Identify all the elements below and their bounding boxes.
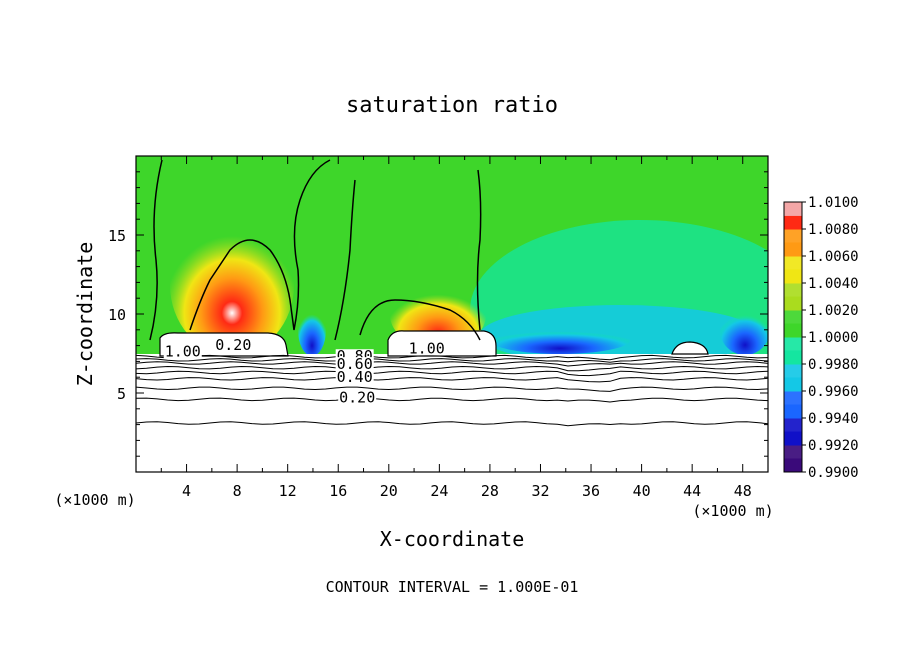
x-tick-label: 32 (531, 482, 549, 500)
contour-line (136, 377, 768, 383)
x-tick-label: 24 (430, 482, 448, 500)
plot-area (136, 156, 768, 472)
heatmap-plume-left (170, 215, 294, 355)
x-tick-label: 8 (233, 482, 242, 500)
colorbar: 0.9900 0.9920 0.9940 0.9960 0.9980 1.0000 1.00… (783, 195, 859, 481)
contour-line (136, 361, 768, 367)
contour-line (136, 365, 768, 372)
contour-1.00-center (334, 169, 482, 341)
colorbar-swatch (784, 391, 802, 405)
heatmap-region-min-far-right (720, 305, 768, 355)
colorbar-swatch (784, 458, 802, 473)
colorbar-swatch (784, 337, 802, 351)
x-tick-label: 40 (633, 482, 651, 500)
colorbar-swatch (784, 310, 802, 324)
colorbar-label: 1.0040 (808, 276, 859, 292)
contour-line (136, 370, 768, 377)
x-tick-label: 36 (582, 482, 600, 500)
contour-label: 1.00 (165, 343, 201, 361)
x-tick-label: 4 (182, 482, 191, 500)
cloud-top-right (671, 341, 709, 355)
colorbar-swatch (784, 296, 802, 311)
y-tick-label: 5 (117, 385, 126, 403)
colorbar-swatch (784, 364, 802, 378)
contour-label-bg (335, 357, 374, 372)
colorbar-swatch (784, 404, 802, 419)
contour-label-bg (214, 338, 253, 353)
colorbar-label: 0.9980 (808, 357, 859, 373)
contour-label: 0.40 (337, 368, 373, 386)
x-axis: 4 8 12 16 20 24 28 32 36 40 44 48 (160, 156, 752, 500)
x-tick-label: 12 (279, 482, 297, 500)
heatmap-region-min-center (298, 304, 326, 356)
colorbar-label: 1.0020 (808, 303, 859, 319)
contour-line (136, 386, 768, 392)
colorbar-swatch (784, 256, 802, 270)
contour-line (136, 421, 768, 427)
heatmap-lower-layer (136, 354, 768, 472)
contour-interval-footer: CONTOUR INTERVAL = 1.000E-01 (326, 578, 579, 596)
x-tick-label: 16 (329, 482, 347, 500)
contour-1.00-left (149, 159, 331, 341)
contour-lines (136, 354, 768, 427)
contour-label-bg (338, 390, 377, 405)
contour-label: 0.20 (215, 336, 251, 354)
x-axis-label: X-coordinate (380, 527, 525, 551)
y-axis-label: Z-coordinate (73, 242, 97, 387)
colorbar-swatch (784, 445, 802, 459)
y-tick-label: 15 (108, 227, 126, 245)
x-tick-label: 28 (481, 482, 499, 500)
colorbar-swatch (784, 418, 802, 432)
colorbar-swatch (784, 229, 802, 243)
contour-label: 1.00 (409, 339, 445, 357)
contour-line (136, 397, 768, 403)
colorbar-swatch (784, 283, 802, 297)
colorbar-label: 0.9940 (808, 411, 859, 427)
colorbar-swatch (784, 269, 802, 284)
contour-labels: 1.00 0.20 1.000.800.600.400.20 (163, 336, 446, 406)
colorbar-swatch (784, 350, 802, 365)
colorbar-label: 1.0100 (808, 195, 859, 211)
y-tick-label: 10 (108, 306, 126, 324)
colorbar-swatch (784, 431, 802, 446)
colorbar-label: 0.9920 (808, 438, 859, 454)
contour-line (136, 358, 768, 363)
contour-label: 0.60 (337, 355, 373, 373)
x-unit-label-right: (×1000 m) (692, 502, 773, 520)
colorbar-swatch (784, 215, 802, 230)
chart-title: saturation ratio (346, 93, 558, 118)
colorbar-swatch (784, 323, 802, 338)
x-tick-label: 44 (683, 482, 701, 500)
colorbar-swatch (784, 202, 802, 216)
heatmap-region-min-right (490, 326, 630, 354)
contour-label-bg (163, 344, 202, 359)
contour-label-bg (407, 341, 446, 356)
x-unit-label-left: (×1000 m) (54, 491, 135, 509)
x-tick-label: 20 (380, 482, 398, 500)
contour-label: 0.20 (339, 388, 375, 406)
colorbar-swatch (784, 242, 802, 257)
contour-label-bg (335, 369, 374, 384)
x-tick-label: 48 (734, 482, 752, 500)
colorbar-swatch (784, 377, 802, 392)
colorbar-label: 1.0060 (808, 249, 859, 265)
colorbar-label: 1.0000 (808, 330, 859, 346)
colorbar-label: 1.0080 (808, 222, 859, 238)
colorbar-label: 0.9960 (808, 384, 859, 400)
colorbar-label: 0.9900 (808, 465, 859, 481)
contour-line (136, 354, 768, 361)
y-axis: 5 10 15 (108, 171, 768, 457)
